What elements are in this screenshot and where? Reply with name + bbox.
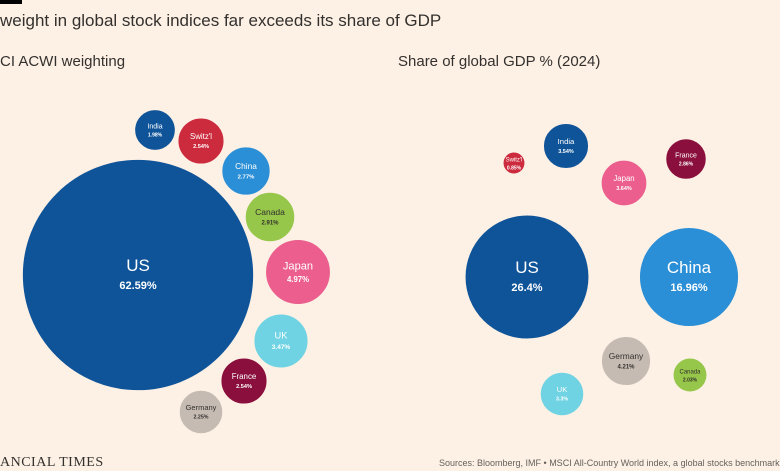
msci-label-canada: Canada <box>255 207 285 217</box>
msci-label-india: India <box>147 123 162 130</box>
msci-value-switzl: 2.54% <box>193 144 209 150</box>
gdp-label-france: France <box>675 152 697 159</box>
gdp-label-us: US <box>515 258 539 277</box>
msci-value-japan: 4.97% <box>287 275 309 284</box>
msci-value-uk: 3.47% <box>272 344 291 351</box>
msci-bubble-france <box>221 358 268 405</box>
msci-label-china: China <box>235 161 257 171</box>
gdp-value-india: 3.54% <box>558 149 574 155</box>
gdp-value-canada: 2.03% <box>683 377 698 383</box>
right-bubble-chart: Switz'l 0.85% India 3.54% France 2.86% Japan 3.… <box>465 123 739 416</box>
msci-value-us: 62.59% <box>119 280 157 292</box>
source-note: Sources: Bloomberg, IMF • MSCI All-Count… <box>439 458 780 468</box>
gdp-label-india: India <box>558 137 575 146</box>
msci-value-france: 2.54% <box>236 384 252 390</box>
gdp-label-canada: Canada <box>679 369 701 375</box>
gdp-value-us: 26.4% <box>511 282 542 294</box>
gdp-value-japan: 3.64% <box>616 186 632 192</box>
msci-value-germany: 2.25% <box>193 415 208 421</box>
bubble-charts: US 62.59% India 1.98% Switz'l 2.54% China 2.77%… <box>0 0 780 470</box>
msci-bubble-switzl <box>178 118 225 165</box>
gdp-value-switzl: 0.85% <box>507 165 522 171</box>
gdp-bubble-germany <box>601 336 651 386</box>
msci-label-japan: Japan <box>283 260 313 272</box>
gdp-label-japan: Japan <box>613 174 634 183</box>
gdp-value-china: 16.96% <box>670 282 708 294</box>
msci-bubble-canada <box>245 192 295 242</box>
msci-label-us: US <box>126 256 150 275</box>
gdp-value-france: 2.86% <box>679 161 694 167</box>
msci-value-china: 2.77% <box>238 174 255 180</box>
msci-bubble-uk <box>254 314 309 369</box>
gdp-label-uk: UK <box>557 385 567 394</box>
gdp-label-switzl: Switz'l <box>506 157 523 163</box>
msci-label-france: France <box>232 372 257 381</box>
gdp-label-china: China <box>667 258 712 277</box>
msci-label-switzl: Switz'l <box>190 132 212 141</box>
msci-label-germany: Germany <box>186 403 217 412</box>
gdp-value-germany: 4.21% <box>617 364 635 370</box>
msci-value-india: 1.98% <box>148 132 163 138</box>
msci-label-uk: UK <box>275 331 289 341</box>
msci-value-canada: 2.91% <box>261 221 279 227</box>
left-bubble-chart: US 62.59% India 1.98% Switz'l 2.54% China 2.77%… <box>22 109 331 434</box>
ft-logo: ANCIAL TIMES <box>0 455 104 471</box>
gdp-value-uk: 3.3% <box>556 397 568 403</box>
gdp-label-germany: Germany <box>609 351 644 361</box>
msci-bubble-china <box>222 147 271 196</box>
